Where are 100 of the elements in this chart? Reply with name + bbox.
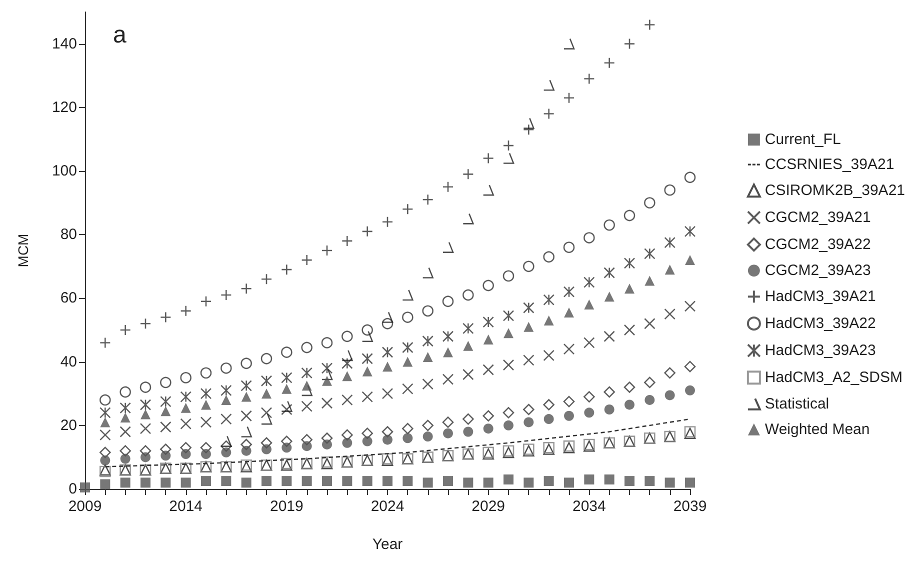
point <box>564 410 574 421</box>
point <box>502 359 514 371</box>
point <box>563 396 575 408</box>
point <box>140 409 150 420</box>
point <box>544 315 554 326</box>
point <box>443 428 453 438</box>
point <box>584 300 594 310</box>
point <box>502 407 514 418</box>
point <box>422 378 434 390</box>
point <box>402 433 413 444</box>
point <box>664 367 676 379</box>
point <box>120 445 131 456</box>
point <box>342 438 352 448</box>
point <box>624 258 636 269</box>
point <box>382 434 392 445</box>
point <box>462 213 474 224</box>
point <box>644 476 655 486</box>
point <box>604 386 615 398</box>
point <box>342 429 353 441</box>
point <box>524 478 534 488</box>
point <box>422 432 433 442</box>
x-tick-label: 2034 <box>572 498 606 515</box>
point <box>523 404 534 416</box>
point <box>584 337 595 348</box>
point <box>220 413 232 425</box>
point <box>241 446 252 456</box>
point <box>644 394 655 405</box>
point <box>342 350 353 362</box>
point <box>544 476 554 486</box>
point <box>604 292 614 302</box>
point <box>221 476 232 486</box>
chart-title: a <box>113 22 127 48</box>
point <box>402 312 414 323</box>
point <box>200 442 212 454</box>
point <box>200 416 212 428</box>
y-tick-label: 0 <box>68 480 77 498</box>
point <box>402 289 414 301</box>
point <box>241 392 252 402</box>
point <box>482 410 494 422</box>
point <box>262 476 272 486</box>
point <box>523 302 534 314</box>
point <box>140 422 152 434</box>
point <box>342 476 352 486</box>
point <box>200 388 212 400</box>
point <box>160 421 172 433</box>
point <box>120 426 131 438</box>
point <box>342 371 352 382</box>
point <box>321 362 333 374</box>
point <box>442 416 454 428</box>
x-tick-label: 2014 <box>169 498 203 515</box>
point <box>342 358 353 370</box>
legend-label: Weighted Mean <box>764 420 870 438</box>
point <box>301 367 312 379</box>
point <box>220 436 232 447</box>
point <box>422 352 433 362</box>
point <box>302 380 312 391</box>
point <box>604 474 614 484</box>
point <box>482 364 494 376</box>
point <box>100 417 110 428</box>
point <box>221 447 232 458</box>
point <box>604 219 615 231</box>
legend-label: HadCM3_39A21 <box>764 288 876 306</box>
point <box>140 399 152 410</box>
point <box>140 478 150 488</box>
point <box>624 382 636 393</box>
legend-label: CCSRNIES_39A21 <box>764 156 894 174</box>
point <box>664 478 675 488</box>
point <box>260 413 272 425</box>
point <box>462 289 474 301</box>
point <box>442 296 454 308</box>
legend-label: CSIROMK2B_39A21 <box>764 182 906 200</box>
point <box>120 386 131 398</box>
point <box>543 350 554 362</box>
point <box>684 300 696 312</box>
point <box>362 391 373 402</box>
point <box>362 436 372 446</box>
point <box>442 374 454 385</box>
point <box>301 342 312 354</box>
point <box>180 418 192 430</box>
point <box>160 450 171 461</box>
point <box>584 276 595 288</box>
point <box>644 376 656 388</box>
point <box>100 479 110 490</box>
point <box>563 242 575 253</box>
point <box>664 236 676 248</box>
point <box>160 396 172 408</box>
legend-label: Statistical <box>764 396 830 412</box>
point <box>482 184 494 196</box>
point <box>100 394 111 406</box>
point <box>402 476 413 486</box>
point <box>382 476 392 486</box>
point <box>260 375 272 387</box>
point <box>644 248 656 260</box>
point <box>240 358 252 370</box>
point <box>342 394 353 406</box>
point <box>624 284 634 294</box>
x-tick-label: 2024 <box>370 498 404 515</box>
point <box>543 251 554 263</box>
y-axis-title: MCM <box>15 234 31 268</box>
point <box>463 426 474 437</box>
